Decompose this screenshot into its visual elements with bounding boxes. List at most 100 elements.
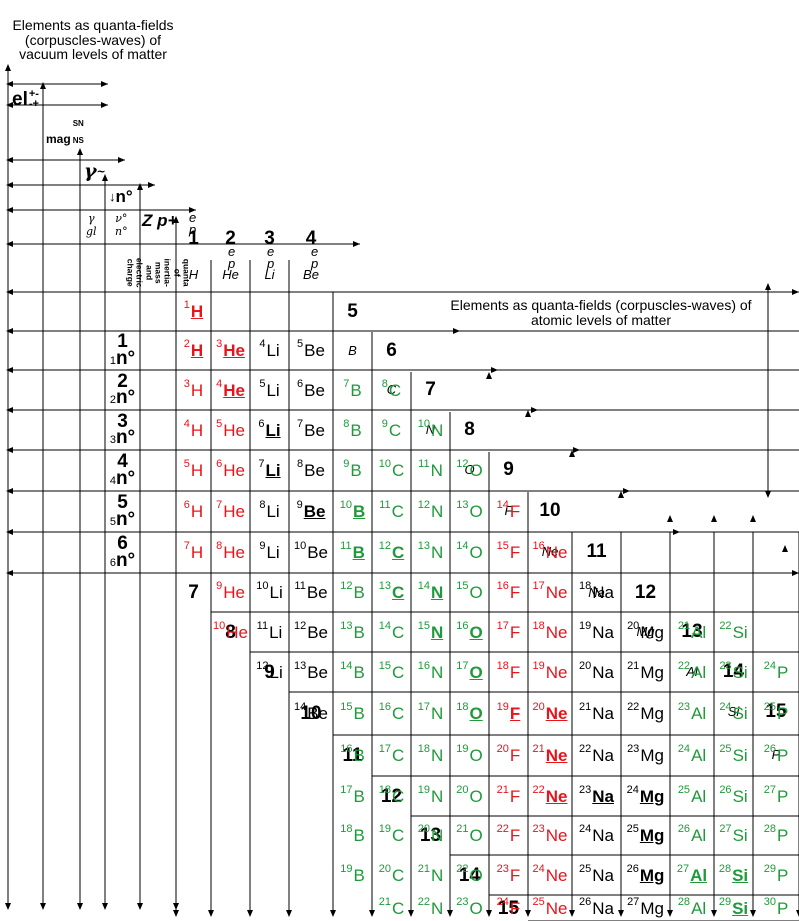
isotope-F-17: 17 F xyxy=(489,612,528,652)
isotope-He-7: 7 He xyxy=(211,491,250,532)
arrowhead xyxy=(353,241,360,247)
arrowhead xyxy=(40,903,46,910)
isotope-He-8: 8 He xyxy=(211,532,250,573)
mass-number: 16 xyxy=(417,659,430,672)
mass-number: 6 xyxy=(258,417,265,430)
element-name-Be: Be xyxy=(289,257,333,292)
mass-number: 19 xyxy=(456,743,469,755)
isotope-Be-6: 6 Be xyxy=(289,370,333,410)
isotope-Li-10: 10 Li xyxy=(250,573,289,612)
isotope-Ne-21: 21 Ne xyxy=(528,735,572,776)
element-name-Mg: Mg xyxy=(621,612,670,651)
mass-number: 18 xyxy=(579,580,592,592)
isotope-Al-21: 21 Al xyxy=(670,612,714,652)
isotope-Mg-26: 26 Mg xyxy=(621,855,670,895)
element-symbol: N xyxy=(430,826,444,845)
mass-number: 22 xyxy=(417,895,430,908)
element-symbol: Mg xyxy=(639,865,665,885)
mass-number: 21 xyxy=(496,783,509,796)
arrowhead xyxy=(173,216,179,223)
mass-number: 19 xyxy=(579,619,592,632)
mass-number: 22 xyxy=(532,783,545,796)
element-symbol: Mg xyxy=(640,898,664,918)
element-symbol: Be xyxy=(303,502,326,521)
arrowhead xyxy=(569,910,575,917)
mass-number: 10 xyxy=(378,458,391,470)
isotope-F-18: 18 F xyxy=(489,652,528,692)
element-symbol: Ne xyxy=(545,662,568,682)
arrowhead xyxy=(6,207,13,213)
mass-number: 21 xyxy=(579,701,592,713)
mass-number: 5 xyxy=(216,417,223,430)
element-symbol: Li xyxy=(266,380,280,400)
isotope-N-22: 22 N xyxy=(411,895,450,921)
arrowhead xyxy=(208,910,214,917)
element-symbol: Ne xyxy=(545,826,568,845)
mass-number: 8 xyxy=(343,417,350,430)
isotope-O-21: 21 O xyxy=(450,816,489,855)
arrowhead xyxy=(765,491,771,498)
p-symbol: p xyxy=(311,256,319,272)
arrowhead xyxy=(40,82,46,89)
arrowhead xyxy=(101,102,108,108)
element-symbol: Al xyxy=(691,898,707,918)
element-symbol: Al xyxy=(691,662,707,682)
mass-number: 6 xyxy=(216,458,223,470)
isotope-Be-10: 10 Be xyxy=(289,532,333,573)
e-symbol: e xyxy=(189,210,197,225)
n-label: 5n° xyxy=(110,510,135,529)
isotope-Ne-23: 23 Ne xyxy=(528,816,572,855)
isotope-He-9: 9 He xyxy=(211,573,250,612)
n-subscript: 3 xyxy=(109,434,116,446)
isotope-Mg-23: 23 Mg xyxy=(621,735,670,776)
row-number: 14 xyxy=(458,864,481,886)
element-symbol: Si xyxy=(732,786,748,806)
element-symbol: N xyxy=(430,786,444,806)
z-number: 8 xyxy=(464,419,475,440)
isotope-B-16: 16 B xyxy=(333,735,372,776)
isotope-B-12: 12 B xyxy=(333,573,372,612)
element-symbol: P xyxy=(776,898,789,918)
mass-number: 23 xyxy=(456,895,469,908)
z-number: 9 xyxy=(503,459,514,480)
mass-number: 7 xyxy=(258,458,265,470)
mass-number: 15 xyxy=(456,580,469,592)
n-subscript: 1 xyxy=(109,354,116,367)
row-number: 11 xyxy=(342,745,363,766)
mass-number: 22 xyxy=(579,743,592,755)
mass-number: 13 xyxy=(378,580,391,592)
isotope-B-10: 10 B xyxy=(333,491,372,532)
mass-number: 14 xyxy=(378,619,391,632)
row-number-15: 15 xyxy=(489,895,528,921)
isotope-F-24: 24 F xyxy=(489,895,528,921)
isotope-Li-7: 7 Li xyxy=(250,450,289,491)
mass-number: 15 xyxy=(340,701,353,713)
element-symbol: F xyxy=(509,746,521,765)
z-header-P: 15 xyxy=(753,692,799,731)
isotope-O-14: 14 O xyxy=(450,532,489,573)
isotope-Si-28: 28 Si xyxy=(714,855,753,895)
p-symbol: p xyxy=(189,222,197,238)
z-header-Ne: 10 xyxy=(528,491,572,530)
mass-number: 22 xyxy=(456,862,469,875)
isotope-Na-25: 25 Na xyxy=(572,855,621,895)
el-label: el +- -+ xyxy=(12,88,39,111)
isotope-Be-7: 7 Be xyxy=(289,410,333,450)
mass-number: 12 xyxy=(293,619,307,632)
mass-number: 16 xyxy=(456,619,469,632)
element-name: Li xyxy=(264,267,275,282)
isotope-Si-29: 29 Si xyxy=(714,895,753,921)
isotope-O-13: 13 O xyxy=(450,491,489,532)
element-symbol: B xyxy=(353,622,365,642)
n-row-2: 2 2n° xyxy=(105,370,140,410)
arrowhead xyxy=(6,289,13,295)
mass-number: 14 xyxy=(456,540,469,552)
mass-number: 25 xyxy=(763,701,776,713)
isotope-He-6: 6 He xyxy=(211,450,250,491)
mass-number: 13 xyxy=(456,499,469,511)
isotope-F-16: 16 F xyxy=(489,573,528,612)
element-symbol: B xyxy=(352,502,366,521)
n0-label: ↓ n° xyxy=(109,187,133,206)
